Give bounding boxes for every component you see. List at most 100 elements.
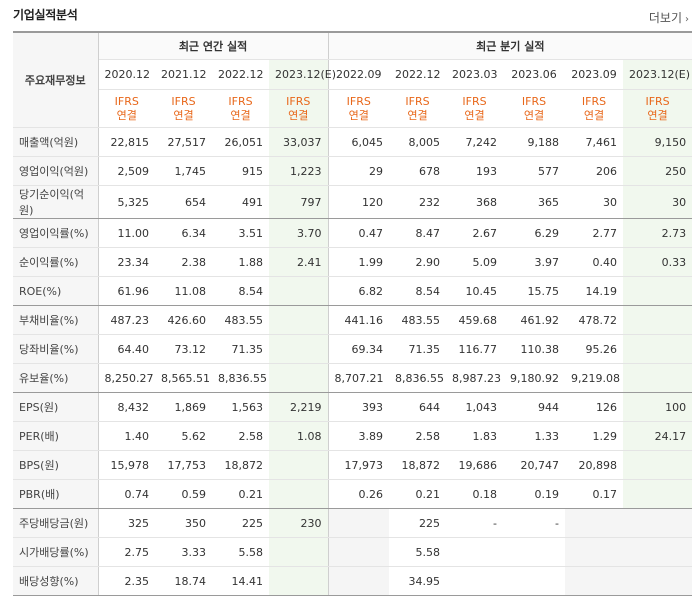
table-row: 영업이익률(%) 11.00 6.34 3.51 3.70 0.47 8.47 2.67 6.2…: [13, 218, 693, 248]
value-cell: 6.82: [328, 276, 390, 306]
row-label: BPS(원): [13, 450, 99, 480]
value-cell: 2.77: [565, 218, 624, 248]
accounting-standard-cell: IFRS 연결: [623, 89, 693, 128]
value-cell: 8,250.27: [98, 363, 155, 393]
value-cell: 3.33: [155, 537, 212, 567]
table-row: 시가배당률(%) 2.75 3.33 5.58 5.58: [13, 537, 693, 567]
value-cell: [623, 305, 693, 335]
table-row: ROE(%) 61.96 11.08 8.54 6.82 8.54 10.45 15.75 14…: [13, 276, 693, 306]
value-cell: 478.72: [565, 305, 624, 335]
value-cell: 491: [212, 185, 269, 219]
table-row: 당기순이익(억원) 5,325 654 491 797 120 232 368 365 30 30: [13, 185, 693, 219]
chevron-right-icon: ›: [685, 14, 689, 25]
value-cell: [503, 537, 566, 567]
value-cell: [446, 537, 504, 567]
consolidated-label: 연결: [464, 108, 485, 122]
value-cell: [623, 566, 693, 596]
value-cell: 1.29: [565, 421, 624, 451]
value-cell: 225: [389, 508, 447, 538]
value-cell: 8,005: [389, 127, 447, 157]
table-row: PER(배) 1.40 5.62 2.58 1.08 3.89 2.58 1.83 1.33 1.…: [13, 421, 693, 451]
period-header: 2022.09: [328, 59, 390, 90]
value-cell: 230: [269, 508, 329, 538]
value-cell: 100: [623, 392, 693, 422]
value-cell: 8,707.21: [328, 363, 390, 393]
value-cell: 325: [98, 508, 155, 538]
value-cell: 1.33: [503, 421, 566, 451]
value-cell: 1,563: [212, 392, 269, 422]
value-cell: 0.18: [446, 479, 504, 509]
value-cell: 5.09: [446, 247, 504, 277]
value-cell: 18.74: [155, 566, 212, 596]
table-row: PBR(배) 0.74 0.59 0.21 0.26 0.21 0.18 0.19 0.17: [13, 479, 693, 509]
value-cell: 644: [389, 392, 447, 422]
more-link[interactable]: 더보기 ›: [649, 9, 689, 26]
value-cell: 0.26: [328, 479, 390, 509]
value-cell: 193: [446, 156, 504, 186]
value-cell: 6.34: [155, 218, 212, 248]
period-header: 2020.12: [98, 59, 155, 90]
ifrs-label: IFRS: [114, 94, 139, 108]
value-cell: 8,987.23: [446, 363, 504, 393]
value-cell: 3.51: [212, 218, 269, 248]
value-cell: 0.21: [212, 479, 269, 509]
value-cell: 225: [212, 508, 269, 538]
value-cell: 30: [623, 185, 693, 219]
table-body: 매출액(억원) 22,815 27,517 26,051 33,037 6,045 8,00…: [13, 127, 693, 596]
accounting-standard-cell: IFRS 연결: [503, 89, 566, 128]
value-cell: 2.90: [389, 247, 447, 277]
row-label: 배당성향(%): [13, 566, 99, 596]
value-cell: -: [503, 508, 566, 538]
value-cell: 483.55: [212, 305, 269, 335]
row-label: PBR(배): [13, 479, 99, 509]
ifrs-label: IFRS: [645, 94, 670, 108]
accounting-standard-cell: IFRS 연결: [269, 89, 329, 128]
value-cell: 11.08: [155, 276, 212, 306]
accounting-standard-cell: IFRS 연결: [446, 89, 504, 128]
row-label: 매출액(억원): [13, 127, 99, 157]
value-cell: 24.17: [623, 421, 693, 451]
accounting-standard-cell: IFRS 연결: [565, 89, 624, 128]
value-cell: [623, 537, 693, 567]
value-cell: 393: [328, 392, 390, 422]
value-cell: 95.26: [565, 334, 624, 364]
period-header: 2022.12: [212, 59, 269, 90]
table-row: 배당성향(%) 2.35 18.74 14.41 34.95: [13, 566, 693, 596]
value-cell: [269, 450, 329, 480]
value-cell: 2.73: [623, 218, 693, 248]
accounting-standard-cell: IFRS 연결: [328, 89, 390, 128]
consolidated-label: 연결: [523, 108, 545, 122]
value-cell: 6.29: [503, 218, 566, 248]
row-label: 당기순이익(억원): [13, 185, 99, 219]
quarter-group-header: 최근 분기 실적: [328, 31, 693, 60]
value-cell: 9,150: [623, 127, 693, 157]
value-cell: 2.41: [269, 247, 329, 277]
value-cell: [623, 508, 693, 538]
value-cell: 206: [565, 156, 624, 186]
more-label: 더보기: [648, 11, 682, 25]
value-cell: 1,043: [446, 392, 504, 422]
table-row: 주당배당금(원) 325 350 225 230 225- -: [13, 508, 693, 538]
value-cell: 20,747: [503, 450, 566, 480]
consolidated-label: 연결: [116, 108, 137, 122]
value-cell: 459.68: [446, 305, 504, 335]
ifrs-label: IFRS: [171, 94, 196, 108]
value-cell: [269, 537, 329, 567]
table-row: 부채비율(%) 487.23 426.60 483.55 441.16 483.55 459…: [13, 305, 693, 335]
value-cell: [446, 566, 504, 596]
side-header: 주요재무정보: [13, 31, 99, 128]
ifrs-label: IFRS: [405, 94, 430, 108]
table-row: 당좌비율(%) 64.40 73.12 71.35 69.34 71.35 116.77 11…: [13, 334, 693, 364]
value-cell: 8,836.55: [389, 363, 447, 393]
value-cell: 915: [212, 156, 269, 186]
value-cell: [565, 508, 624, 538]
value-cell: 6,045: [328, 127, 390, 157]
consolidated-label: 연결: [348, 108, 369, 122]
value-cell: [623, 363, 693, 393]
value-cell: 34.95: [389, 566, 447, 596]
value-cell: 1.08: [269, 421, 329, 451]
value-cell: 14.41: [212, 566, 269, 596]
ifrs-label: IFRS: [581, 94, 607, 108]
value-cell: 27,517: [155, 127, 212, 157]
